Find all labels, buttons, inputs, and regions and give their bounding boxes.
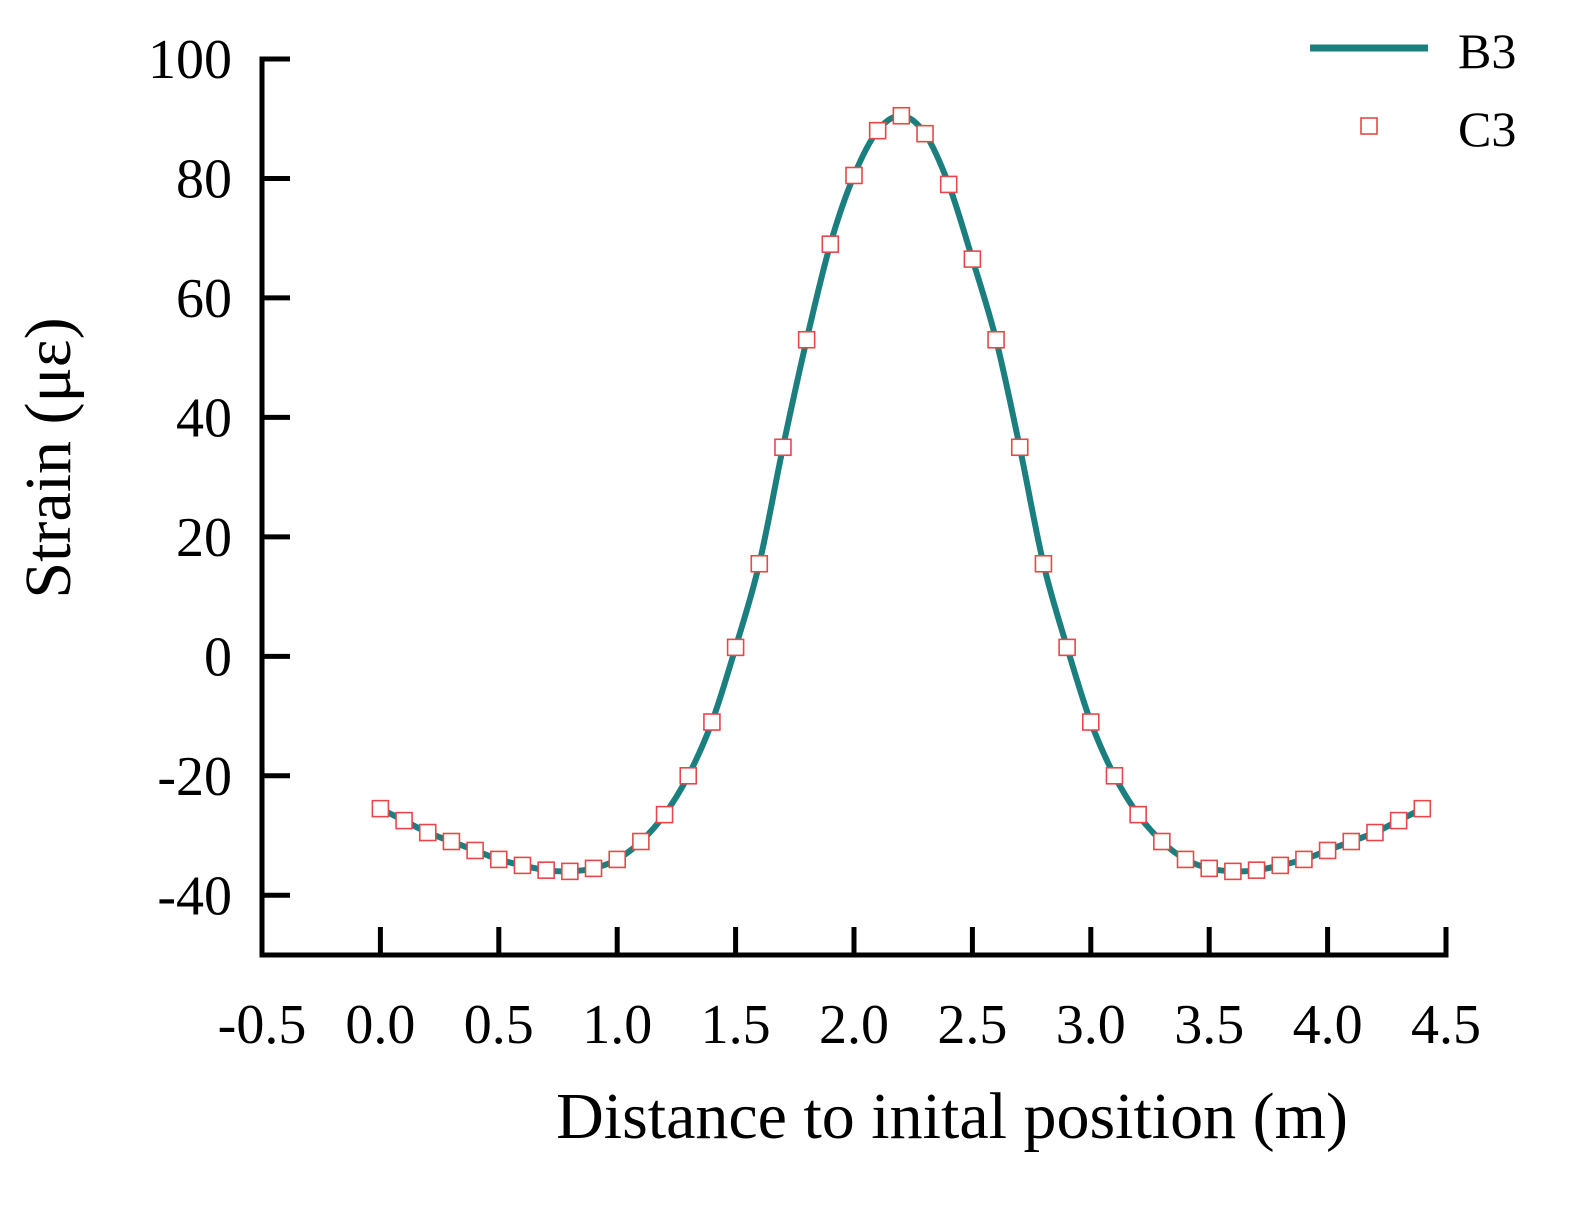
data-point-c3 <box>371 799 390 818</box>
data-point-c3 <box>726 638 745 657</box>
x-tick-label: 2.0 <box>819 994 889 1056</box>
data-point-c3 <box>703 713 721 731</box>
y-tick-label: -40 <box>157 865 232 927</box>
x-tick-label: 1.0 <box>582 994 652 1056</box>
data-point-c3 <box>845 166 863 185</box>
data-point-c3 <box>987 330 1005 349</box>
x-axis-title: Distance to inital position (m) <box>556 1080 1348 1153</box>
data-point-c3 <box>1153 832 1171 851</box>
x-tick-label: 0.0 <box>345 994 415 1056</box>
y-tick-label: 60 <box>176 268 232 330</box>
x-tick-label: 1.5 <box>701 994 771 1056</box>
data-point-c3 <box>963 250 982 268</box>
data-point-c3 <box>1010 438 1029 457</box>
data-point-c3 <box>1389 811 1408 830</box>
x-tick-label: 4.5 <box>1411 994 1481 1056</box>
data-point-c3 <box>1295 850 1313 869</box>
x-ticks: -0.5 0.0 0.5 1.0 1.5 2.0 2.5 3.0 3.5 4.0 4.5 <box>218 927 1481 1056</box>
data-point-c3 <box>1200 859 1218 878</box>
y-ticks: -40 -20 0 20 40 60 80 100 <box>148 29 290 927</box>
x-tick-label: 3.0 <box>1056 994 1126 1056</box>
data-point-c3 <box>608 850 627 869</box>
plot-area <box>371 106 1432 881</box>
data-point-c3 <box>892 106 911 125</box>
data-point-c3 <box>1129 805 1147 824</box>
data-point-c3 <box>395 811 413 830</box>
data-point-c3 <box>774 438 792 457</box>
data-point-c3 <box>513 856 532 875</box>
data-point-c3 <box>632 832 650 851</box>
data-point-c3 <box>1318 841 1337 860</box>
data-point-c3 <box>1413 799 1432 818</box>
data-point-c3 <box>418 823 437 842</box>
data-point-c3 <box>679 766 698 785</box>
data-point-c3 <box>1105 766 1124 785</box>
x-tick-label: 4.0 <box>1293 994 1363 1056</box>
data-point-c3 <box>561 862 579 881</box>
data-point-c3 <box>1176 850 1195 869</box>
y-tick-label: 40 <box>176 387 232 449</box>
data-point-c3 <box>466 841 484 860</box>
legend-marker-c3 <box>1360 117 1378 135</box>
data-point-c3 <box>655 805 674 824</box>
data-point-c3 <box>916 124 934 143</box>
y-tick-label: 20 <box>176 507 232 569</box>
data-point-c3 <box>868 121 887 140</box>
y-tick-label: -20 <box>157 746 232 808</box>
legend-label-c3: C3 <box>1458 101 1516 157</box>
data-point-c3 <box>1342 832 1361 851</box>
data-point-c3 <box>584 859 603 878</box>
data-point-c3 <box>1224 862 1242 881</box>
x-tick-label: 2.5 <box>937 994 1007 1056</box>
data-point-c3 <box>537 861 555 879</box>
series-line-b3 <box>379 112 1424 875</box>
data-point-c3 <box>489 850 508 869</box>
y-axis-title: Strain (με) <box>12 317 85 598</box>
x-tick-label: 3.5 <box>1174 994 1244 1056</box>
data-point-c3 <box>1366 823 1384 842</box>
legend-label-b3: B3 <box>1458 23 1516 79</box>
x-tick-label: 0.5 <box>464 994 534 1056</box>
axes <box>259 56 1449 958</box>
data-point-c3 <box>1058 638 1076 657</box>
y-tick-label: 100 <box>148 29 232 91</box>
data-point-c3 <box>797 330 816 349</box>
data-point-c3 <box>821 235 840 253</box>
data-point-c3 <box>1034 554 1053 573</box>
data-point-c3 <box>1082 713 1100 731</box>
y-tick-label: 0 <box>204 626 232 688</box>
y-tick-label: 80 <box>176 148 232 210</box>
data-point-c3 <box>939 175 958 194</box>
data-point-c3 <box>442 832 461 851</box>
data-point-c3 <box>750 554 769 573</box>
data-point-c3 <box>1271 856 1290 875</box>
x-tick-label: -0.5 <box>218 994 307 1056</box>
data-point-c3 <box>1247 861 1266 879</box>
